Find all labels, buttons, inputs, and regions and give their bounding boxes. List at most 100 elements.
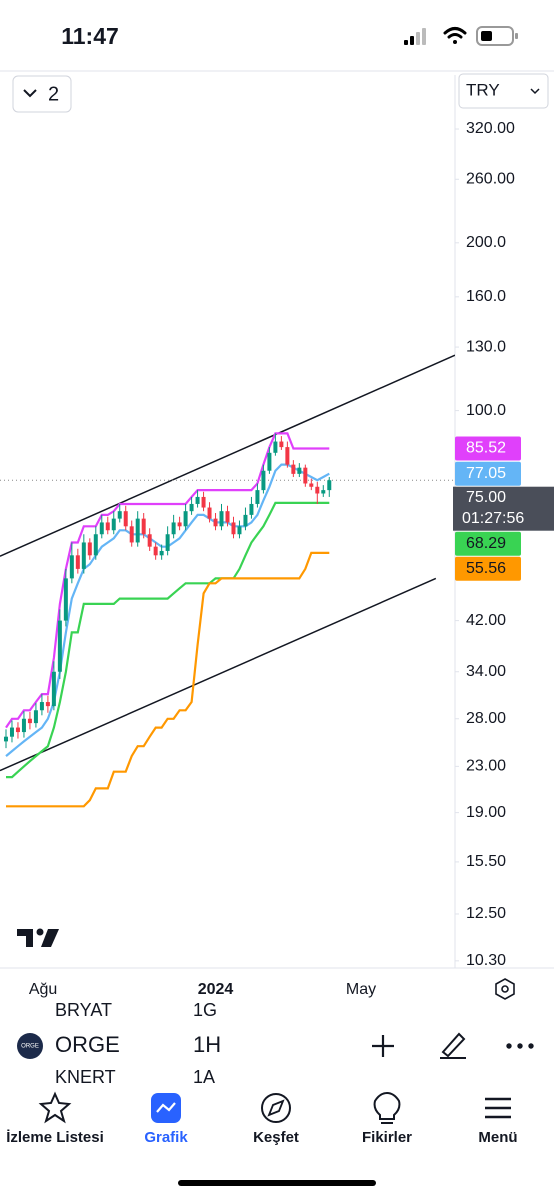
candle-body bbox=[75, 555, 80, 569]
more-button[interactable] bbox=[506, 1043, 534, 1049]
last-price-label bbox=[453, 486, 554, 531]
status-time: 11:47 bbox=[61, 23, 119, 49]
candle-body bbox=[135, 518, 140, 543]
tab-label[interactable]: Grafik bbox=[144, 1129, 188, 1146]
logo-text: ORGE bbox=[21, 1044, 39, 1050]
ghost-text: KNERT bbox=[55, 1067, 116, 1087]
y-tick-label: 160.0 bbox=[466, 288, 506, 305]
candle-body bbox=[243, 514, 248, 527]
countdown: 01:27:56 bbox=[462, 510, 524, 527]
battery-icon bbox=[476, 26, 518, 46]
candle-body bbox=[183, 511, 188, 527]
price-label-text: 77.05 bbox=[466, 465, 506, 482]
candle-body bbox=[45, 702, 50, 707]
chevron bbox=[530, 88, 540, 95]
tab-label[interactable]: Keşfet bbox=[253, 1129, 299, 1146]
symbol-logo bbox=[17, 1033, 43, 1059]
indicator-line bbox=[6, 501, 330, 779]
candle-body bbox=[99, 522, 104, 535]
y-tick-label: 130.0 bbox=[466, 338, 506, 355]
y-tick-label: 10.30 bbox=[466, 952, 506, 969]
price-axis: 320.00260.00200.0160.0130.0100.052.0042.… bbox=[453, 120, 554, 969]
y-tick-label: 12.50 bbox=[466, 905, 506, 922]
candle-body bbox=[279, 441, 284, 448]
layout-count: 2 bbox=[48, 83, 59, 105]
candle-body bbox=[123, 511, 128, 527]
candle-body bbox=[87, 542, 92, 556]
candle-body bbox=[51, 671, 56, 707]
candle-body bbox=[273, 441, 278, 453]
y-tick-label: 320.00 bbox=[466, 120, 515, 137]
tab-icon bbox=[373, 1091, 401, 1124]
settings-icon[interactable] bbox=[495, 978, 515, 1000]
plot-area bbox=[0, 354, 455, 808]
draw-button[interactable] bbox=[440, 1032, 466, 1059]
x-tick-label: Ağu bbox=[29, 981, 57, 998]
layout-button[interactable] bbox=[12, 75, 72, 113]
candle-body bbox=[225, 511, 230, 523]
candle-body bbox=[15, 727, 20, 733]
tradingview-logo bbox=[17, 928, 59, 947]
candle-body bbox=[21, 718, 26, 733]
candle-body bbox=[33, 710, 38, 724]
candle-body bbox=[303, 467, 308, 484]
candle-body bbox=[237, 526, 242, 535]
candle-body bbox=[261, 470, 266, 491]
candle-body bbox=[159, 550, 164, 556]
candle-body bbox=[189, 503, 194, 512]
x-tick-label: 2024 bbox=[198, 981, 234, 998]
y-tick-label: 15.50 bbox=[466, 853, 506, 870]
candle-body bbox=[219, 511, 224, 527]
y-tick-label: 34.00 bbox=[466, 663, 506, 680]
y-tick-label: 200.0 bbox=[466, 234, 506, 251]
y-tick-label: 260.00 bbox=[466, 171, 515, 188]
tab-label[interactable]: Menü bbox=[478, 1129, 517, 1146]
candle-body bbox=[57, 620, 62, 672]
x-tick-label: May bbox=[346, 981, 376, 998]
candle-body bbox=[297, 467, 302, 474]
candle-body bbox=[177, 522, 182, 527]
candle-body bbox=[231, 522, 236, 535]
tab-icon-glyph bbox=[267, 1099, 285, 1117]
candle-body bbox=[153, 546, 158, 556]
tab-icon bbox=[38, 1091, 72, 1124]
candle-body bbox=[201, 496, 206, 508]
candle-body bbox=[105, 522, 110, 531]
y-tick-label: 19.00 bbox=[466, 804, 506, 821]
candle-body bbox=[93, 534, 98, 556]
wifi-icon bbox=[443, 27, 467, 44]
y-tick-label: 100.0 bbox=[466, 402, 506, 419]
candle-body bbox=[321, 490, 326, 494]
ghost-text: 1A bbox=[193, 1067, 215, 1087]
tab-icon bbox=[485, 1097, 511, 1119]
candle-body bbox=[249, 503, 254, 515]
interval[interactable]: 1H bbox=[193, 1032, 221, 1057]
candle-body bbox=[309, 483, 314, 487]
candle-body bbox=[69, 555, 74, 579]
last-price: 75.00 bbox=[466, 489, 506, 506]
tab-label[interactable]: Fikirler bbox=[362, 1129, 412, 1146]
candle-body bbox=[291, 464, 296, 474]
candle-body bbox=[141, 518, 146, 535]
y-tick-label: 42.00 bbox=[466, 612, 506, 629]
candle-body bbox=[63, 578, 68, 621]
indicator-line bbox=[5, 432, 330, 729]
candle-body bbox=[171, 522, 176, 535]
currency-select[interactable] bbox=[458, 73, 549, 109]
candle-body bbox=[285, 447, 290, 465]
tab-label[interactable]: İzleme Listesi bbox=[6, 1129, 104, 1146]
add-button[interactable] bbox=[372, 1035, 394, 1057]
channel-line bbox=[0, 354, 455, 557]
price-label-text: 68.29 bbox=[466, 535, 506, 552]
candle-body bbox=[111, 518, 116, 531]
candle-body bbox=[213, 518, 218, 527]
symbol[interactable]: ORGE bbox=[55, 1032, 120, 1057]
candle-body bbox=[207, 507, 212, 519]
candle-body bbox=[147, 534, 152, 547]
indicator-line bbox=[6, 551, 330, 808]
channel-line bbox=[0, 577, 437, 772]
price-label bbox=[455, 531, 521, 556]
candle-body bbox=[81, 542, 86, 569]
price-label bbox=[455, 556, 521, 581]
